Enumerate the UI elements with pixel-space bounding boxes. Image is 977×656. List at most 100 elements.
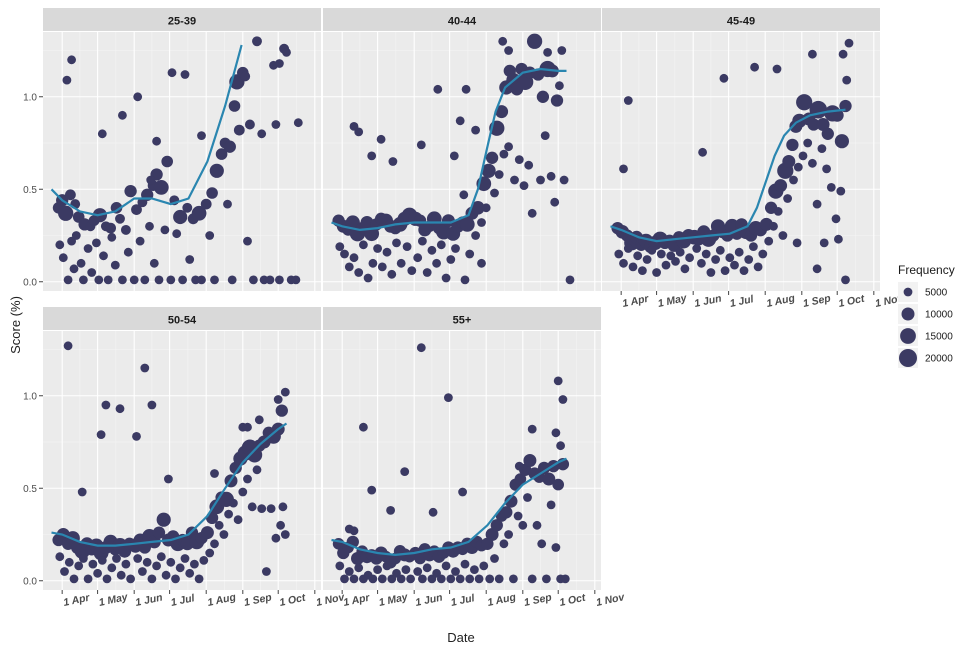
data-point <box>76 258 86 268</box>
data-point <box>62 75 72 85</box>
data-point <box>719 73 729 83</box>
x-tick-label: 1 May <box>378 591 410 609</box>
data-point <box>555 81 564 91</box>
data-point <box>812 264 822 274</box>
y-tick-label: 1.0 <box>23 92 37 103</box>
data-point <box>698 147 707 157</box>
data-point <box>401 565 411 574</box>
data-point <box>64 557 74 567</box>
data-point <box>551 543 561 552</box>
data-point <box>197 275 206 285</box>
data-point <box>65 189 76 201</box>
x-tick-label: 1 Sep <box>523 591 553 609</box>
data-point <box>249 275 258 285</box>
data-point <box>460 275 470 285</box>
data-point <box>171 574 180 584</box>
data-point <box>280 530 290 539</box>
data-point <box>807 118 820 131</box>
data-point <box>461 84 471 94</box>
data-point <box>223 140 236 153</box>
data-point <box>552 478 564 491</box>
data-point <box>360 216 374 229</box>
data-point <box>191 205 207 221</box>
legend-key-point <box>899 349 917 367</box>
x-tick-label: 1 Jun <box>414 591 443 608</box>
data-point <box>546 500 556 510</box>
data-point <box>441 273 451 283</box>
data-point <box>523 454 537 467</box>
data-point <box>536 90 550 103</box>
data-point <box>446 574 456 584</box>
data-point <box>697 258 706 268</box>
x-tick-label: 1 Oct <box>837 293 866 310</box>
data-point <box>422 563 432 573</box>
data-point <box>509 574 518 584</box>
data-point <box>74 561 84 571</box>
panel-strip <box>43 8 321 31</box>
data-point <box>335 242 345 252</box>
data-point <box>120 224 131 235</box>
data-point <box>400 467 410 476</box>
data-point <box>519 181 529 191</box>
data-point <box>427 245 437 255</box>
data-point <box>133 92 143 102</box>
data-point <box>349 253 359 263</box>
data-point <box>244 119 255 130</box>
x-tick-label: 1 Jun <box>693 292 722 309</box>
data-point <box>266 504 276 513</box>
data-point <box>199 556 209 565</box>
data-point <box>69 264 79 274</box>
data-point <box>276 520 285 530</box>
data-point <box>720 266 730 275</box>
data-point <box>471 125 480 135</box>
data-point <box>209 163 224 178</box>
data-point <box>77 487 87 497</box>
data-point <box>499 149 509 159</box>
data-point <box>167 68 177 78</box>
data-point <box>161 570 171 580</box>
data-point <box>844 38 854 48</box>
data-point <box>93 568 102 578</box>
data-point <box>160 225 170 235</box>
data-point <box>185 255 195 264</box>
data-point <box>831 214 841 224</box>
data-point <box>194 574 204 584</box>
y-tick-label: 0.0 <box>23 277 37 288</box>
data-point <box>514 473 527 485</box>
panel-50-54: 50-54 0.0 0.5 1.0 1 Apr 1 May 1 Jun 1 Jul 1 Aug 1… <box>23 307 347 609</box>
panel-55plus: 55+ 1 Apr 1 May 1 Jun 1 Jul 1 Aug 1 Sep 1 Oct 1 … <box>323 307 627 609</box>
data-point <box>147 574 157 584</box>
data-point <box>161 155 173 168</box>
data-point <box>471 231 480 240</box>
data-point <box>701 249 711 259</box>
data-point <box>518 520 528 530</box>
data-point <box>79 275 88 285</box>
x-tick-label: 1 Sep <box>243 591 273 609</box>
data-point <box>490 519 503 532</box>
data-point <box>257 504 267 513</box>
data-point <box>451 244 460 253</box>
data-point <box>275 59 284 68</box>
data-point <box>233 124 245 136</box>
data-point <box>273 395 283 404</box>
data-point <box>402 242 412 252</box>
data-point <box>671 257 680 266</box>
data-point <box>725 253 735 263</box>
x-tick-label: 1 Oct <box>558 592 587 609</box>
data-point <box>87 268 97 277</box>
data-point <box>816 118 830 131</box>
smooth-trend-line <box>610 108 846 243</box>
data-point <box>465 574 475 584</box>
data-point <box>247 502 257 512</box>
data-point <box>550 197 560 207</box>
x-tick-label: 1 Aug <box>486 591 517 609</box>
data-point <box>642 255 652 264</box>
x-axis-title: Date <box>447 630 474 645</box>
data-point <box>99 251 108 261</box>
data-point <box>433 84 443 94</box>
data-point <box>55 240 65 250</box>
data-point <box>118 275 127 285</box>
data-point <box>559 175 569 185</box>
data-point <box>495 105 509 119</box>
